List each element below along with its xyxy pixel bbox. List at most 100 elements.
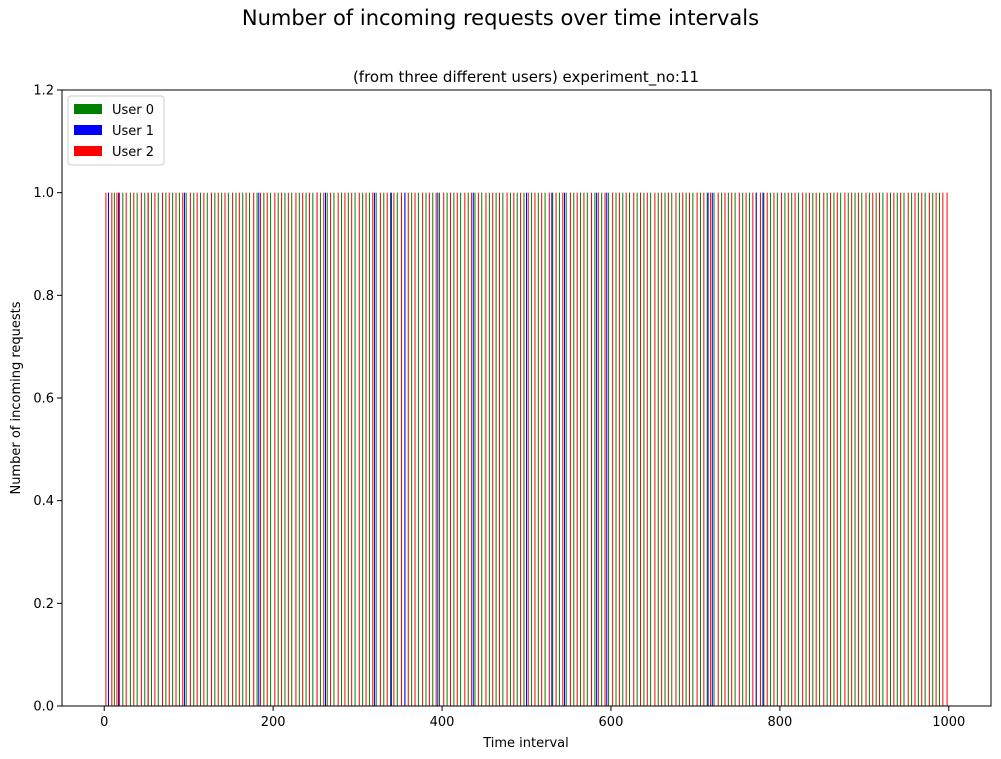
- bar-series-0: [242, 192, 244, 707]
- bar-series-0: [607, 192, 609, 707]
- bar-series-0: [594, 192, 596, 707]
- bar-series-2: [640, 192, 642, 707]
- bar-series-0: [833, 192, 835, 707]
- plot-frame: [61, 89, 992, 707]
- bar-series-0: [544, 192, 546, 707]
- bar-series-0: [460, 192, 462, 707]
- bar-series-0: [748, 192, 750, 707]
- bar-series-2: [302, 192, 304, 707]
- bar-series-1: [107, 192, 109, 707]
- bar-series-0: [172, 192, 174, 707]
- bar-series-0: [650, 192, 652, 707]
- bar-series-2: [942, 192, 944, 707]
- bar-series-0: [615, 192, 617, 707]
- bar-series-2: [865, 192, 867, 707]
- bar-series-2: [513, 192, 515, 707]
- bar-series-0: [390, 192, 392, 707]
- bar-series-0: [868, 192, 870, 707]
- bar-series-2: [116, 192, 118, 707]
- bar-series-0: [474, 192, 476, 707]
- bar-series-2: [492, 192, 494, 707]
- bar-series-2: [435, 192, 437, 707]
- bar-series-2: [147, 192, 149, 707]
- bar-series-0: [221, 192, 223, 707]
- bar-series-0: [742, 192, 744, 707]
- bar-series-0: [924, 192, 926, 707]
- bar-series-2: [562, 192, 564, 707]
- bar-series-2: [851, 192, 853, 707]
- x-tick-label: 400: [430, 715, 455, 730]
- bar-series-0: [516, 192, 518, 707]
- bar-series-0: [586, 192, 588, 707]
- bar-series-0: [122, 192, 124, 707]
- bar-series-2: [232, 192, 234, 707]
- bar-series-2: [830, 192, 832, 707]
- bar-series-2: [111, 192, 113, 707]
- bar-series-0: [178, 192, 180, 707]
- bar-series-2: [675, 192, 677, 707]
- bar-series-0: [291, 192, 293, 707]
- bar-series-0: [185, 192, 187, 707]
- bar-series-2: [443, 192, 445, 707]
- bar-series-0: [214, 192, 216, 707]
- bar-series-0: [721, 192, 723, 707]
- bar-series-2: [140, 192, 142, 707]
- bar-series-2: [759, 192, 761, 707]
- bar-series-0: [854, 192, 856, 707]
- bar-series-2: [386, 192, 388, 707]
- legend-label: User 2: [112, 145, 154, 160]
- bar-series-2: [661, 192, 663, 707]
- bar-series-1: [762, 192, 764, 707]
- bar-series-2: [576, 192, 578, 707]
- bar-series-0: [523, 192, 525, 707]
- legend-label: User 0: [112, 103, 154, 118]
- bar-series-2: [401, 192, 403, 707]
- bar-series-2: [456, 192, 458, 707]
- bar-series-2: [118, 192, 120, 707]
- bar-series-2: [928, 192, 930, 707]
- x-tick-label: 800: [767, 715, 792, 730]
- bar-series-2: [175, 192, 177, 707]
- x-tick-label: 200: [261, 715, 286, 730]
- bar-series-2: [597, 192, 599, 707]
- bar-series-2: [266, 192, 268, 707]
- bar-series-0: [882, 192, 884, 707]
- bar-series-2: [555, 192, 557, 707]
- bar-series-0: [932, 192, 934, 707]
- bar-series-0: [840, 192, 842, 707]
- y-tick-label: 0.2: [33, 597, 54, 612]
- bar-series-1: [551, 192, 553, 707]
- x-axis-label: Time interval: [482, 736, 569, 751]
- bar-series-0: [531, 192, 533, 707]
- bar-series-0: [763, 192, 765, 707]
- bar-series-1: [606, 192, 608, 707]
- bar-series-2: [696, 192, 698, 707]
- bar-series-2: [844, 192, 846, 707]
- bar-series-2: [422, 192, 424, 707]
- y-axis-label: Number of incoming requests: [9, 301, 24, 494]
- bar-series-0: [558, 192, 560, 707]
- bar-series-2: [133, 192, 135, 707]
- bar-series-0: [277, 192, 279, 707]
- bar-series-0: [805, 192, 807, 707]
- bar-series-0: [890, 192, 891, 707]
- chart-title: Number of incoming requests over time in…: [241, 6, 760, 30]
- bar-series-1: [472, 192, 474, 707]
- bar-series-0: [580, 192, 582, 707]
- bar-series-2: [203, 192, 205, 707]
- bar-series-0: [417, 192, 419, 707]
- bar-series-0: [467, 192, 469, 707]
- bar-series-2: [717, 192, 719, 707]
- bar-series-2: [907, 192, 909, 707]
- bar-series-2: [591, 192, 593, 707]
- bar-series-0: [396, 192, 398, 707]
- bar-series-2: [815, 192, 817, 707]
- bar-series-2: [407, 192, 409, 707]
- bar-series-0: [453, 192, 455, 707]
- bar-series-0: [896, 192, 898, 707]
- bar-series-0: [319, 192, 321, 707]
- bar-series-2: [667, 192, 669, 707]
- bar-series-2: [182, 192, 184, 707]
- legend: User 0 User 1 User 2: [67, 95, 165, 166]
